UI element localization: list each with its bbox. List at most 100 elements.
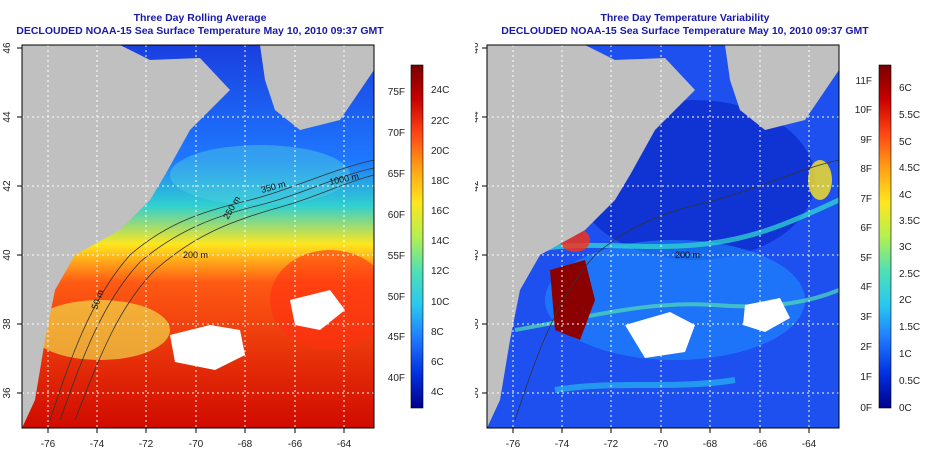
y-axis: 36 38 40 42 44 46 <box>475 42 487 399</box>
y-axis: 36 38 40 42 44 46 <box>2 42 22 399</box>
colorbar-label-f: 6F <box>860 223 872 234</box>
x-tick-label: -70 <box>654 439 669 450</box>
colorbar-label-f: 9F <box>860 135 872 146</box>
contour-label: 200 m <box>183 250 208 260</box>
colorbar-label-c: 10C <box>431 297 449 308</box>
colorbar-label-f: 8F <box>860 164 872 175</box>
colorbar-label-c: 1.5C <box>899 322 920 333</box>
x-tick-label: -72 <box>604 439 619 450</box>
x-tick-label: -66 <box>753 439 768 450</box>
map-frame <box>486 44 840 429</box>
colorbar <box>410 64 424 409</box>
nova-scotia-land <box>260 45 374 130</box>
x-tick-label: -70 <box>189 439 204 450</box>
colorbar-label-f: 11F <box>856 76 873 87</box>
land-mass <box>22 45 230 428</box>
colorbar-label-f: 1F <box>860 372 872 383</box>
colorbar-label-c: 24C <box>431 85 449 96</box>
x-tick-label: -68 <box>238 439 253 450</box>
colorbar-label-f: 55F <box>388 251 405 262</box>
y-tick-label: 40 <box>475 249 481 261</box>
y-tick-label: 44 <box>2 111 13 123</box>
sst-average-panel: Three Day Rolling Average DECLOUDED NOAA… <box>2 12 449 450</box>
sst-variability-panel: Three Day Temperature Variability DECLOU… <box>475 0 950 475</box>
y-tick-label: 36 <box>2 387 13 399</box>
colorbar-label-f: 50F <box>388 292 405 303</box>
colorbar-label-c: 3C <box>899 242 912 253</box>
right-map-subtitle: DECLOUDED NOAA-15 Sea Surface Temperatur… <box>501 25 869 37</box>
colorbar-label-c: 6C <box>431 357 444 368</box>
x-tick-label: -64 <box>337 439 352 450</box>
colorbar-label-c: 3.5C <box>899 216 920 227</box>
colorbar-label-c: 4C <box>899 190 912 201</box>
map-frame <box>21 44 375 429</box>
left-map-subtitle: DECLOUDED NOAA-15 Sea Surface Temperatur… <box>16 25 384 37</box>
x-tick-label: -64 <box>802 439 817 450</box>
high-variability-region <box>550 260 595 340</box>
colorbar-label-f: 40F <box>388 373 405 384</box>
colorbar-label-f: 70F <box>388 128 405 139</box>
colorbar-label-f: 4F <box>860 282 872 293</box>
colorbar-label-c: 12C <box>431 266 449 277</box>
colorbar-fahrenheit-labels: 75F 70F 65F 60F 55F 50F 45F 40F <box>388 87 405 384</box>
x-axis: -76 -74 -72 -70 -68 -66 -64 <box>506 428 817 450</box>
colorbar-label-c: 8C <box>431 327 444 338</box>
colorbar-label-c: 18C <box>431 176 449 187</box>
colorbar <box>878 64 892 409</box>
colorbar-label-f: 45F <box>388 332 405 343</box>
y-tick-label: 44 <box>475 111 481 123</box>
colorbar-celsius-labels: 6C 5.5C 5C 4.5C 4C 3.5C 3C 2.5C 2C 1.5C … <box>899 83 920 414</box>
colorbar-label-c: 4.5C <box>899 163 920 174</box>
lat-lon-grid <box>22 45 374 428</box>
y-tick-label: 42 <box>2 180 13 192</box>
bathymetry-contour <box>74 174 374 421</box>
x-tick-label: -66 <box>288 439 303 450</box>
cloud-mask <box>170 325 245 370</box>
colorbar-label-f: 0F <box>860 403 872 414</box>
colorbar-label-c: 4C <box>431 387 444 398</box>
y-tick-label: 38 <box>475 318 481 330</box>
bathymetry-contour <box>59 167 374 421</box>
x-tick-label: -74 <box>90 439 105 450</box>
colorbar-label-c: 22C <box>431 116 449 127</box>
x-tick-label: -72 <box>139 439 154 450</box>
land-mass <box>487 45 695 428</box>
colorbar-label-f: 5F <box>860 253 872 264</box>
x-tick-label: -76 <box>506 439 521 450</box>
colorbar-label-f: 7F <box>860 194 872 205</box>
colorbar-celsius-labels: 24C 22C 20C 18C 16C 14C 12C 10C 8C 6C 4C <box>431 85 449 398</box>
colorbar-label-c: 1C <box>899 349 912 360</box>
colorbar-label-c: 2.5C <box>899 269 920 280</box>
colorbar-label-c: 20C <box>431 146 449 157</box>
y-tick-label: 46 <box>2 42 13 54</box>
colorbar-label-c: 16C <box>431 206 449 217</box>
colorbar-label-f: 3F <box>860 312 872 323</box>
y-tick-label: 36 <box>475 387 481 399</box>
colorbar-fahrenheit-labels: 11F 10F 9F 8F 7F 6F 5F 4F 3F 2F 1F 0F <box>855 76 872 414</box>
x-tick-label: -74 <box>555 439 570 450</box>
colorbar-label-f: 60F <box>388 210 405 221</box>
x-tick-label: -68 <box>703 439 718 450</box>
bathymetry-contour <box>514 159 839 421</box>
colorbar-label-c: 2C <box>899 295 912 306</box>
colorbar-label-f: 10F <box>855 105 872 116</box>
colorbar-label-c: 6C <box>899 83 912 94</box>
x-axis: -76 -74 -72 -70 -68 -66 -64 <box>41 428 352 450</box>
contour-label: 200 m <box>675 250 700 260</box>
right-map-title: Three Day Temperature Variability <box>600 12 770 24</box>
y-tick-label: 38 <box>2 318 13 330</box>
colorbar-label-f: 2F <box>860 342 872 353</box>
left-map-figure: 1000 m 350 m 250 m 200 m 50 m -76 -74 -7… <box>2 42 449 450</box>
colorbar-label-f: 75F <box>388 87 405 98</box>
left-map-title: Three Day Rolling Average <box>133 12 267 24</box>
y-tick-label: 42 <box>475 180 481 192</box>
cloud-mask <box>290 290 345 330</box>
y-tick-label: 46 <box>475 42 481 54</box>
lat-lon-grid <box>487 45 839 428</box>
bathymetry-contour <box>49 159 374 421</box>
right-map-figure: 200 m -76 -74 -72 -70 -68 -66 -64 36 38 … <box>475 42 920 450</box>
colorbar-label-c: 5C <box>899 137 912 148</box>
nova-scotia-land <box>725 45 839 130</box>
colorbar-label-c: 0C <box>899 403 912 414</box>
colorbar-label-c: 14C <box>431 236 449 247</box>
